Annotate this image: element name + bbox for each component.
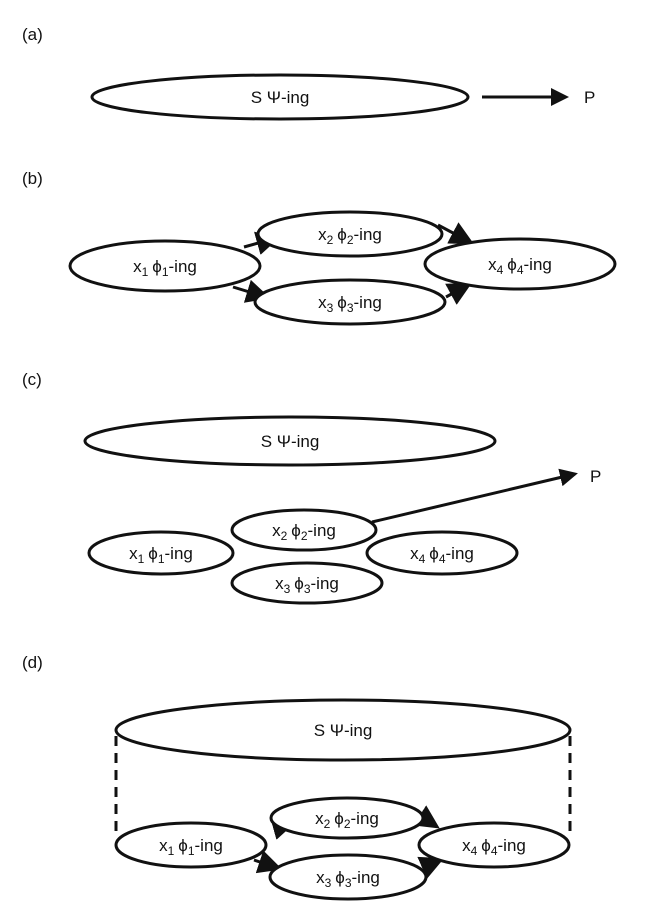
panel-b-letter: (b) — [22, 169, 43, 188]
node-1-d — [114, 821, 268, 869]
node-3-b-label: x3 ϕ3-ing — [318, 293, 382, 315]
arrow-3-to-4-d — [417, 856, 445, 879]
panel-a-letter: (a) — [22, 25, 43, 44]
node-1-b-label: x1 ϕ1-ing — [133, 257, 197, 279]
node-s-d — [114, 698, 572, 762]
node-2-c — [230, 508, 378, 552]
node-2-c-label: x2 ϕ2-ing — [272, 521, 336, 543]
node-2-d — [269, 796, 425, 840]
node-1-c-label: x1 ϕ1-ing — [129, 544, 193, 566]
node-2-b — [256, 210, 444, 258]
node-s-c — [83, 415, 497, 467]
panel-d: (d) S Ψ-ing x1 ϕ1-ing x2 ϕ2-ing x3 ϕ3-ing x… — [22, 653, 572, 901]
node-4-d-label: x4 ϕ4-ing — [462, 836, 526, 858]
node-3-c-label: x3 ϕ3-ing — [275, 574, 339, 596]
panel-c-letter: (c) — [22, 370, 42, 389]
node-2-d-label: x2 ϕ2-ing — [315, 809, 379, 831]
node-1-c — [87, 530, 235, 576]
label-p-c: P — [590, 467, 601, 486]
panel-c: (c) S Ψ-ing P x1 ϕ1-ing x2 ϕ2-ing x3 ϕ3-ing… — [22, 370, 601, 605]
node-4-b-label: x4 ϕ4-ing — [488, 255, 552, 277]
node-s-d-label: S Ψ-ing — [314, 721, 373, 740]
node-s-a — [90, 73, 470, 121]
node-3-d — [268, 853, 428, 901]
node-4-b — [423, 237, 617, 291]
node-4-d — [417, 821, 571, 869]
node-4-c — [365, 530, 519, 576]
node-1-d-label: x1 ϕ1-ing — [159, 836, 223, 858]
panel-a: (a) S Ψ-ing P — [22, 25, 595, 121]
node-3-d-label: x3 ϕ3-ing — [316, 868, 380, 890]
node-3-c — [230, 561, 384, 605]
node-s-a-label: S Ψ-ing — [251, 88, 310, 107]
node-s-c-label: S Ψ-ing — [261, 432, 320, 451]
arrow-1-to-3-d — [253, 850, 283, 874]
label-p-a: P — [584, 88, 595, 107]
node-1-b — [68, 239, 262, 293]
arrow-2-to-p-c — [371, 468, 578, 524]
arrow-2-to-4-b — [437, 222, 474, 245]
arrow-3-to-4-b — [445, 282, 472, 305]
panel-d-letter: (d) — [22, 653, 43, 672]
node-2-b-label: x2 ϕ2-ing — [318, 225, 382, 247]
node-4-c-label: x4 ϕ4-ing — [410, 544, 474, 566]
node-3-b — [253, 278, 447, 326]
panel-b: (b) x1 ϕ1-ing x2 ϕ2-ing x3 ϕ3-ing x4 ϕ4-ing — [22, 169, 617, 326]
